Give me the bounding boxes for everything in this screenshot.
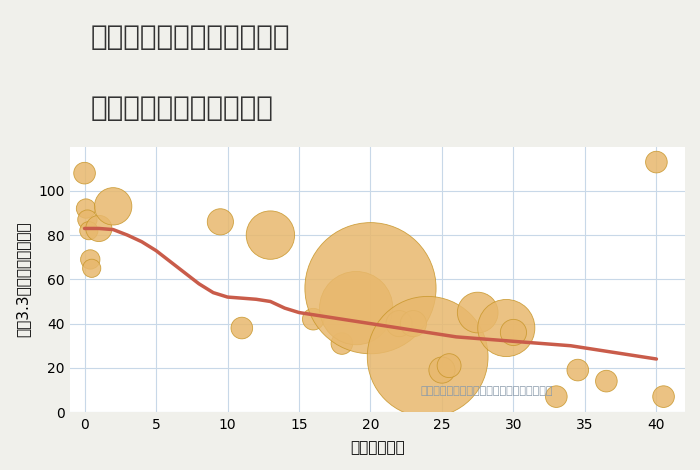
Point <box>108 203 119 210</box>
Point <box>658 393 669 400</box>
Point <box>651 158 662 166</box>
Text: 築年数別中古戸建て価格: 築年数別中古戸建て価格 <box>91 94 274 122</box>
Point <box>351 305 362 312</box>
Y-axis label: 坪（3.3㎡）単価（万円）: 坪（3.3㎡）単価（万円） <box>15 221 30 337</box>
Point <box>93 225 104 232</box>
Point <box>82 216 93 223</box>
X-axis label: 築年数（年）: 築年数（年） <box>350 440 405 455</box>
Point <box>336 340 347 347</box>
Point <box>472 309 483 316</box>
Point <box>422 353 433 360</box>
Point <box>236 324 247 332</box>
Point <box>85 256 96 263</box>
Text: 兵庫県姫路市田寺山手町の: 兵庫県姫路市田寺山手町の <box>91 24 290 52</box>
Point <box>365 284 376 292</box>
Point <box>572 366 583 374</box>
Point <box>79 169 90 177</box>
Point <box>551 393 562 400</box>
Point <box>393 320 405 328</box>
Point <box>80 205 92 212</box>
Point <box>83 227 94 235</box>
Point <box>444 362 455 369</box>
Point <box>508 329 519 336</box>
Point <box>215 218 226 226</box>
Text: 円の大きさは、取引のあった物件面積を示す: 円の大きさは、取引のあった物件面積を示す <box>421 386 553 396</box>
Point <box>500 324 512 332</box>
Point <box>265 231 276 239</box>
Point <box>408 320 419 328</box>
Point <box>86 265 97 272</box>
Point <box>601 377 612 385</box>
Point <box>436 366 447 374</box>
Point <box>308 315 319 323</box>
